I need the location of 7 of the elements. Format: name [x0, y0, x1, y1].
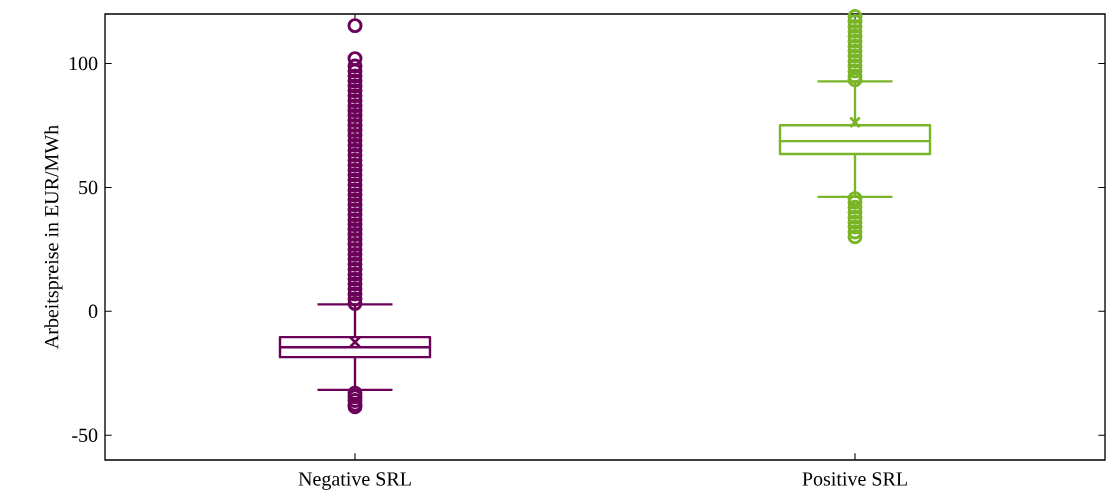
y-tick-label: 100 — [69, 56, 98, 71]
x-tick-label: Positive SRL — [802, 472, 907, 486]
y-tick-label: -50 — [72, 428, 98, 442]
y-axis-title: Arbeitspreise in EUR/MWh — [44, 125, 63, 350]
y-tick-label: 0 — [88, 304, 98, 319]
x-tick-label: Negative SRL — [298, 472, 411, 490]
y-tick-label: 50 — [79, 180, 98, 195]
